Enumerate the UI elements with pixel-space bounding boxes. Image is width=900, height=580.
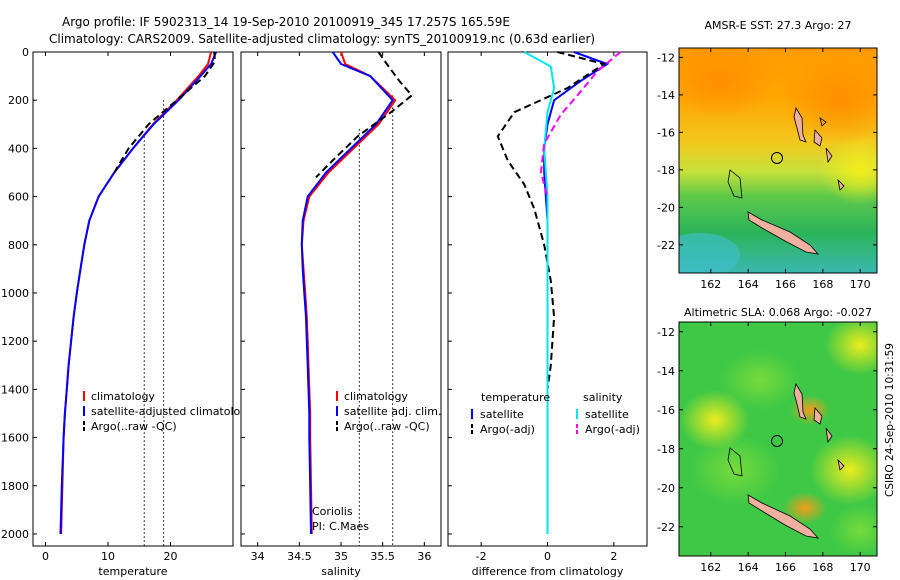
sst-coastline [727,106,845,255]
temperature-legend-label: Argo(..raw -QC) [91,420,177,433]
institution-note: CSIRO 24-Sep-2010 10:31:59 [884,343,896,497]
map-xtick-label: 170 [850,278,871,291]
temperature-xlabel: temperature [98,565,167,578]
temperature-xtick-label: 0 [42,550,49,563]
sla-map-panel: Altimetric SLA: 0.068 Argo: -0.027 162 16… [657,306,878,574]
difference-legend-group-title: temperature [481,391,550,404]
salinity-series-satellite-adj-clim- [300,51,394,535]
temperature-ytick-label: 1600 [1,432,29,445]
salinity-xtick-label: 34 [251,550,265,563]
temperature-ytick-label: 1200 [1,335,29,348]
temperature-ytick-label: 1400 [1,383,29,396]
map-xtick-label: 162 [700,278,721,291]
salinity-xtick-label: 35.5 [370,550,395,563]
map-ytick-label: -22 [657,239,675,252]
sla-float-marker [771,435,783,447]
difference-xtick-label: 2 [610,550,617,563]
map-xtick-label: 168 [812,278,833,291]
sst-map-title: AMSR-E SST: 27.3 Argo: 27 [704,19,851,32]
map-ytick-label: -18 [657,443,675,456]
salinity-legend-label: climatology [344,390,408,403]
difference-legend-label: Argo(-adj) [585,423,640,436]
temperature-ytick-label: 0 [22,46,29,59]
map-xtick-label: 162 [700,561,721,574]
map-ytick-label: -14 [657,365,675,378]
map-ytick-label: -16 [657,404,675,417]
temperature-ytick-label: 200 [8,94,29,107]
temperature-ytick-label: 1000 [1,287,29,300]
salinity-reference-label: Coriolis [312,505,353,518]
difference-series-salinity-argo-adj- [539,51,622,197]
salinity-xlabel: salinity [321,565,361,578]
difference-panel: -2 0 2 difference from climatology temperatu… [447,51,648,578]
salinity-legend-label: Argo(..raw -QC) [344,420,430,433]
difference-legend-label: satellite [585,408,629,421]
sst-map-field [679,48,877,273]
difference-xtick-label: -2 [476,550,487,563]
temperature-legend-label: satellite-adjusted climatology [91,405,254,418]
map-xtick-label: 164 [738,278,759,291]
salinity-series-argo-raw-qc- [315,51,414,179]
map-xtick-label: 170 [850,561,871,574]
figure-title-line2: Climatology: CARS2009. Satellite-adjuste… [49,32,595,46]
temperature-ytick-label: 1800 [1,480,29,493]
salinity-xtick-label: 36 [417,550,431,563]
difference-xtick-label: 0 [544,550,551,563]
map-ytick-label: -16 [657,126,675,139]
map-ytick-label: -22 [657,521,675,534]
map-ytick-label: -20 [657,201,675,214]
difference-legend-label: Argo(-adj) [480,423,535,436]
temperature-ytick-label: 400 [8,142,29,155]
sla-coastline [727,382,845,539]
salinity-xtick-label: 34.5 [287,550,312,563]
map-xtick-label: 166 [775,561,796,574]
difference-xlabel: difference from climatology [472,565,624,578]
map-xtick-label: 164 [738,561,759,574]
sla-map-axes: 162 164 166 168 170 -12 -14 -16 -18 -20 -22 [657,322,877,574]
temperature-ytick-label: 800 [8,239,29,252]
map-ytick-label: -14 [657,89,675,102]
salinity-panel: 34 34.5 35 35.5 36 salinity climatology satelli… [240,51,442,578]
salinity-xtick-label: 35 [334,550,348,563]
salinity-legend-label: satellite adj. clim. [344,405,441,418]
difference-legend-group-title: salinity [583,391,623,404]
map-xtick-label: 166 [775,278,796,291]
temperature-plot-area [32,51,234,547]
sst-float-marker [771,152,783,164]
temperature-ytick-label: 600 [8,191,29,204]
map-xtick-label: 168 [812,561,833,574]
difference-legend-label: satellite [480,408,524,421]
salinity-reference-label: PI: C.Maes [312,520,369,533]
sla-map-field [679,322,877,556]
sst-map-panel: AMSR-E SST: 27.3 Argo: 27 162 164 166 168 17… [657,19,878,291]
sst-map-axes: 162 164 166 168 170 -12 -14 -16 -18 -20 -22 [657,48,877,291]
temperature-series-satellite-adjusted-climatology [59,51,218,535]
map-ytick-label: -12 [657,51,675,64]
difference-series-temperature-argo-adj- [496,51,607,390]
figure-title-line1: Argo profile: IF 5902313_14 19-Sep-2010 … [62,15,510,29]
map-ytick-label: -12 [657,326,675,339]
salinity-plot-area [240,51,442,547]
temperature-ytick-label: 2000 [1,528,29,541]
temperature-panel: 0 10 2002004006008001000120014001600180020… [1,46,254,578]
temperature-series-argo-raw-qc- [113,51,216,174]
temperature-legend-label: climatology [91,390,155,403]
temperature-xtick-label: 20 [164,550,178,563]
map-ytick-label: -20 [657,482,675,495]
temperature-xtick-label: 10 [101,550,115,563]
map-ytick-label: -18 [657,164,675,177]
sla-map-title: Altimetric SLA: 0.068 Argo: -0.027 [684,306,872,319]
